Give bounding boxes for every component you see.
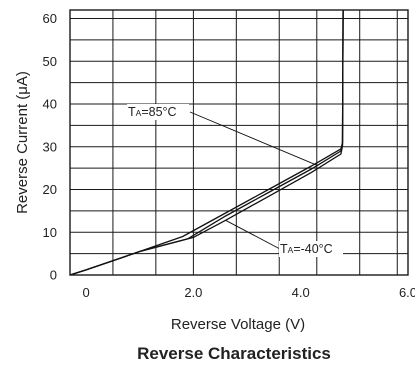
y-tick-label: 10: [43, 225, 57, 240]
chart-title: Reverse Characteristics: [137, 344, 331, 363]
y-tick-label: 0: [50, 268, 57, 283]
annotation-label: TA=-40°C: [280, 242, 333, 256]
series-line-3: [69, 9, 344, 276]
y-axis-title: Reverse Current (μA): [14, 71, 31, 214]
series-line-2: [69, 9, 344, 276]
series-line-1: [69, 9, 344, 276]
plot-frame: [69, 9, 409, 276]
annotation-leader: [225, 219, 281, 250]
y-tick-label: 50: [43, 54, 57, 69]
x-tick-label: 0: [82, 285, 89, 300]
y-tick-label: 30: [43, 139, 57, 154]
annotation-2: TA=-40°C: [225, 219, 343, 257]
x-axis-title: Reverse Voltage (V): [171, 316, 305, 333]
grid: [69, 10, 408, 276]
annotation-1: TA=85°C: [127, 104, 317, 166]
annotation-leader: [189, 111, 317, 166]
x-tick-label: 2.0: [184, 285, 202, 300]
x-tick-label: 6.0: [399, 285, 415, 300]
annotations: TA=85°C TA=-40°C: [127, 104, 343, 257]
annotation-background: [127, 104, 189, 120]
tick-labels: 0 10 20 30 40 50 60 0 2.0 4.0 6.0: [43, 11, 415, 300]
y-tick-label: 40: [43, 97, 57, 112]
y-tick-label: 60: [43, 11, 57, 26]
y-tick-label: 20: [43, 182, 57, 197]
x-tick-label: 4.0: [292, 285, 310, 300]
annotation-label: TA=85°C: [128, 105, 177, 119]
annotation-background: [279, 241, 343, 257]
series-layer: [69, 9, 344, 276]
